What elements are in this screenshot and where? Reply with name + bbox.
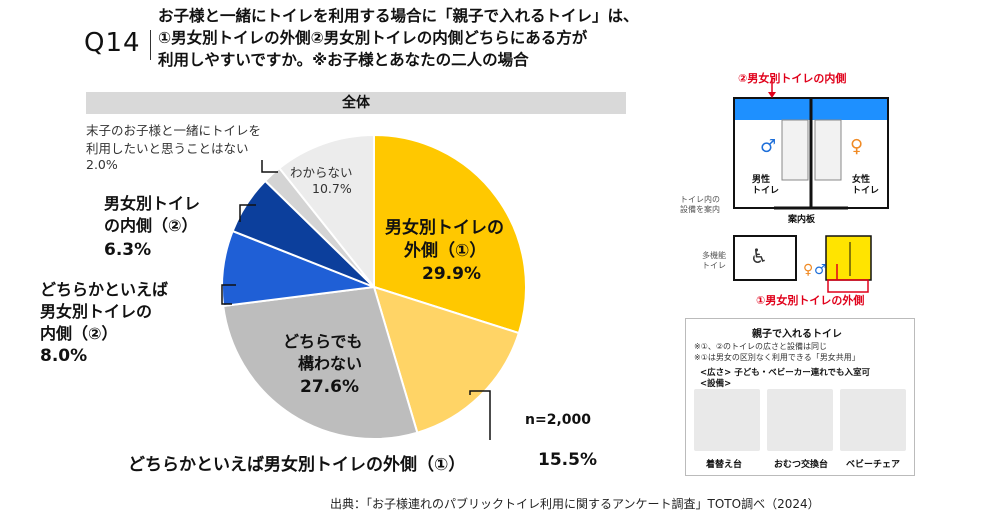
floor-plan: ②男女別トイレの内側 ♂ ♀ 男性 トイレ 女性 トイレ 案内板 トイレ内の 設… — [672, 68, 902, 308]
slice-value-rather-outer: 15.5% — [538, 450, 597, 470]
diaper-table-photo — [767, 389, 833, 451]
slice-label-rather-outer: どちらかといえば男女別トイレの外側（①） — [128, 455, 466, 475]
slice-label-rather-inner-line-1: どちらかといえば — [40, 280, 169, 299]
info-note-2: ※①は男女の区別なく利用できる「男女共用」 — [694, 353, 860, 362]
question-number: Q14 — [84, 28, 141, 58]
slice-label-either-line-2: 構わない — [298, 354, 363, 373]
pie-slice-7 — [277, 133, 375, 290]
slice-label-either-line-1: どちらでも — [283, 332, 363, 351]
group-label: 全体 — [342, 95, 370, 111]
slice-value-unknown: 10.7% — [312, 181, 352, 196]
female-icon: ♀ — [850, 136, 864, 157]
female-toilet-label-2: トイレ — [852, 186, 880, 196]
group-band — [86, 92, 626, 114]
slice-value-rather-inner: 8.0% — [40, 346, 88, 366]
wheelchair-icon: ♿ — [750, 244, 768, 268]
male-toilet-label-2: トイレ — [752, 186, 780, 196]
info-size-line: <広さ> 子ども・ベビーカー連れでも入室可 — [700, 368, 870, 378]
pie-slice-1 — [373, 133, 527, 335]
leader-line-slice-5 — [261, 160, 278, 173]
slice-label-unknown: わからない — [290, 165, 353, 180]
pie-slice-2 — [372, 285, 521, 434]
slice-label-rather-inner-line-3: 内側（②） — [40, 324, 118, 343]
outer-location-label: ①男女別トイレの外側 — [756, 294, 865, 307]
question-line-2: ①男女別トイレの外側②男女別トイレの内側どちらにある方が — [158, 29, 588, 47]
parent-icon: ♀ — [803, 262, 814, 278]
baby-chair-photo — [840, 389, 906, 451]
slice-value-never: 2.0% — [86, 157, 118, 172]
photo-caption-3: ベビーチェア — [846, 460, 901, 470]
photo-caption-2: おむつ交換台 — [774, 460, 829, 470]
slice-value-outer: 29.9% — [422, 264, 481, 284]
leader-line-slice-4 — [239, 204, 256, 222]
leader-line-slice-3 — [221, 284, 236, 305]
multi-toilet-label-1: 多機能 — [702, 251, 726, 260]
guide-board-label: 案内板 — [788, 215, 816, 225]
sample-size: n=2,000 — [525, 412, 591, 428]
info-equip-line: <設備> — [700, 379, 732, 389]
slice-label-outer-line-1: 男女別トイレの — [385, 218, 504, 238]
child-icon: ♂ — [814, 262, 827, 278]
changing-board-photo — [694, 389, 760, 451]
inner-location-label: ②男女別トイレの内側 — [738, 72, 847, 85]
guide-note-1: トイレ内の — [680, 195, 720, 204]
slice-label-never-line-1: 末子のお子様と一緒にトイレを — [86, 123, 262, 138]
question-line-1: お子様と一緒にトイレを利用する場合に「親子で入れるトイレ」は、 — [158, 7, 639, 25]
photo-caption-1: 着替え台 — [706, 460, 743, 470]
info-note-1: ※①、②のトイレの広さと設備は同じ — [694, 342, 828, 351]
male-toilet-label-1: 男性 — [752, 175, 771, 185]
outer-family-toilet-zone — [825, 235, 872, 281]
slice-label-inner-line-2: の内側（②） — [104, 216, 198, 235]
source-note: 出典：「お子様連れのパブリックトイレ利用に関するアンケート調査」TOTO調べ（2… — [330, 497, 820, 511]
slice-label-rather-inner-line-2: 男女別トイレの — [40, 302, 153, 321]
leader-line-slice-1 — [469, 390, 491, 440]
slice-value-inner: 6.3% — [104, 240, 152, 260]
female-toilet-label-1: 女性 — [852, 175, 871, 185]
question-divider — [150, 30, 151, 60]
male-icon: ♂ — [760, 136, 777, 157]
family-toilet-info-panel: 親子で入れるトイレ ※①、②のトイレの広さと設備は同じ ※①は男女の区別なく利用… — [685, 318, 915, 476]
slice-label-inner-line-1: 男女別トイレ — [104, 194, 201, 213]
pie-slice-3 — [222, 285, 419, 440]
question-line-3: 利用しやすいですか。※お子様とあなたの二人の場合 — [158, 51, 529, 69]
info-title: 親子で入れるトイレ — [752, 329, 842, 340]
guide-note-2: 設備を案内 — [680, 205, 720, 214]
slice-label-never-line-2: 利用したいと思うことはない — [86, 141, 249, 156]
slice-value-either: 27.6% — [300, 377, 359, 397]
multi-toilet-label-2: トイレ — [702, 261, 726, 270]
floor-plan-drawing — [733, 78, 889, 293]
slice-label-outer-line-2: 外側（①） — [404, 241, 487, 261]
